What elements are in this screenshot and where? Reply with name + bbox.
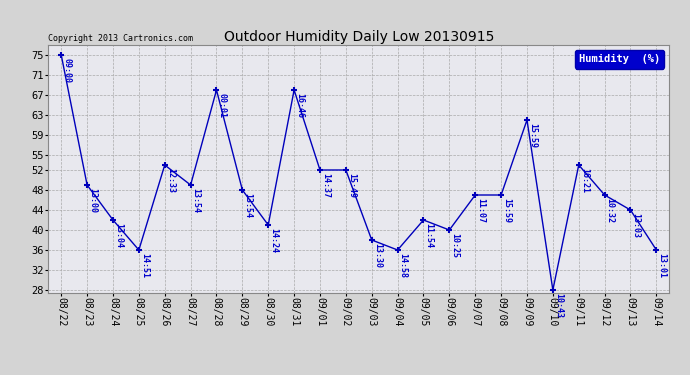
Text: 13:00: 13:00: [88, 188, 97, 213]
Text: 12:33: 12:33: [166, 168, 175, 193]
Text: 10:25: 10:25: [451, 233, 460, 258]
Text: 16:46: 16:46: [295, 93, 304, 118]
Legend: Humidity  (%): Humidity (%): [575, 50, 664, 69]
Text: 00:01: 00:01: [217, 93, 226, 118]
Text: 14:51: 14:51: [140, 253, 149, 278]
Text: 13:54: 13:54: [192, 188, 201, 213]
Text: 13:03: 13:03: [631, 213, 640, 238]
Text: 13:01: 13:01: [658, 253, 667, 278]
Text: 15:59: 15:59: [528, 123, 537, 148]
Text: 15:49: 15:49: [347, 173, 356, 198]
Text: 09:00: 09:00: [62, 58, 71, 83]
Text: 13:30: 13:30: [373, 243, 382, 268]
Text: 11:07: 11:07: [476, 198, 485, 223]
Text: 16:21: 16:21: [580, 168, 589, 193]
Text: 13:04: 13:04: [114, 223, 123, 248]
Text: 11:54: 11:54: [424, 223, 433, 248]
Text: 14:58: 14:58: [399, 253, 408, 278]
Text: 10:43: 10:43: [554, 293, 563, 318]
Text: 15:59: 15:59: [502, 198, 511, 223]
Text: Copyright 2013 Cartronics.com: Copyright 2013 Cartronics.com: [48, 33, 193, 42]
Text: 13:54: 13:54: [244, 193, 253, 218]
Text: 10:32: 10:32: [606, 198, 615, 223]
Text: 14:37: 14:37: [321, 173, 330, 198]
Text: 14:24: 14:24: [269, 228, 278, 253]
Title: Outdoor Humidity Daily Low 20130915: Outdoor Humidity Daily Low 20130915: [224, 30, 494, 44]
